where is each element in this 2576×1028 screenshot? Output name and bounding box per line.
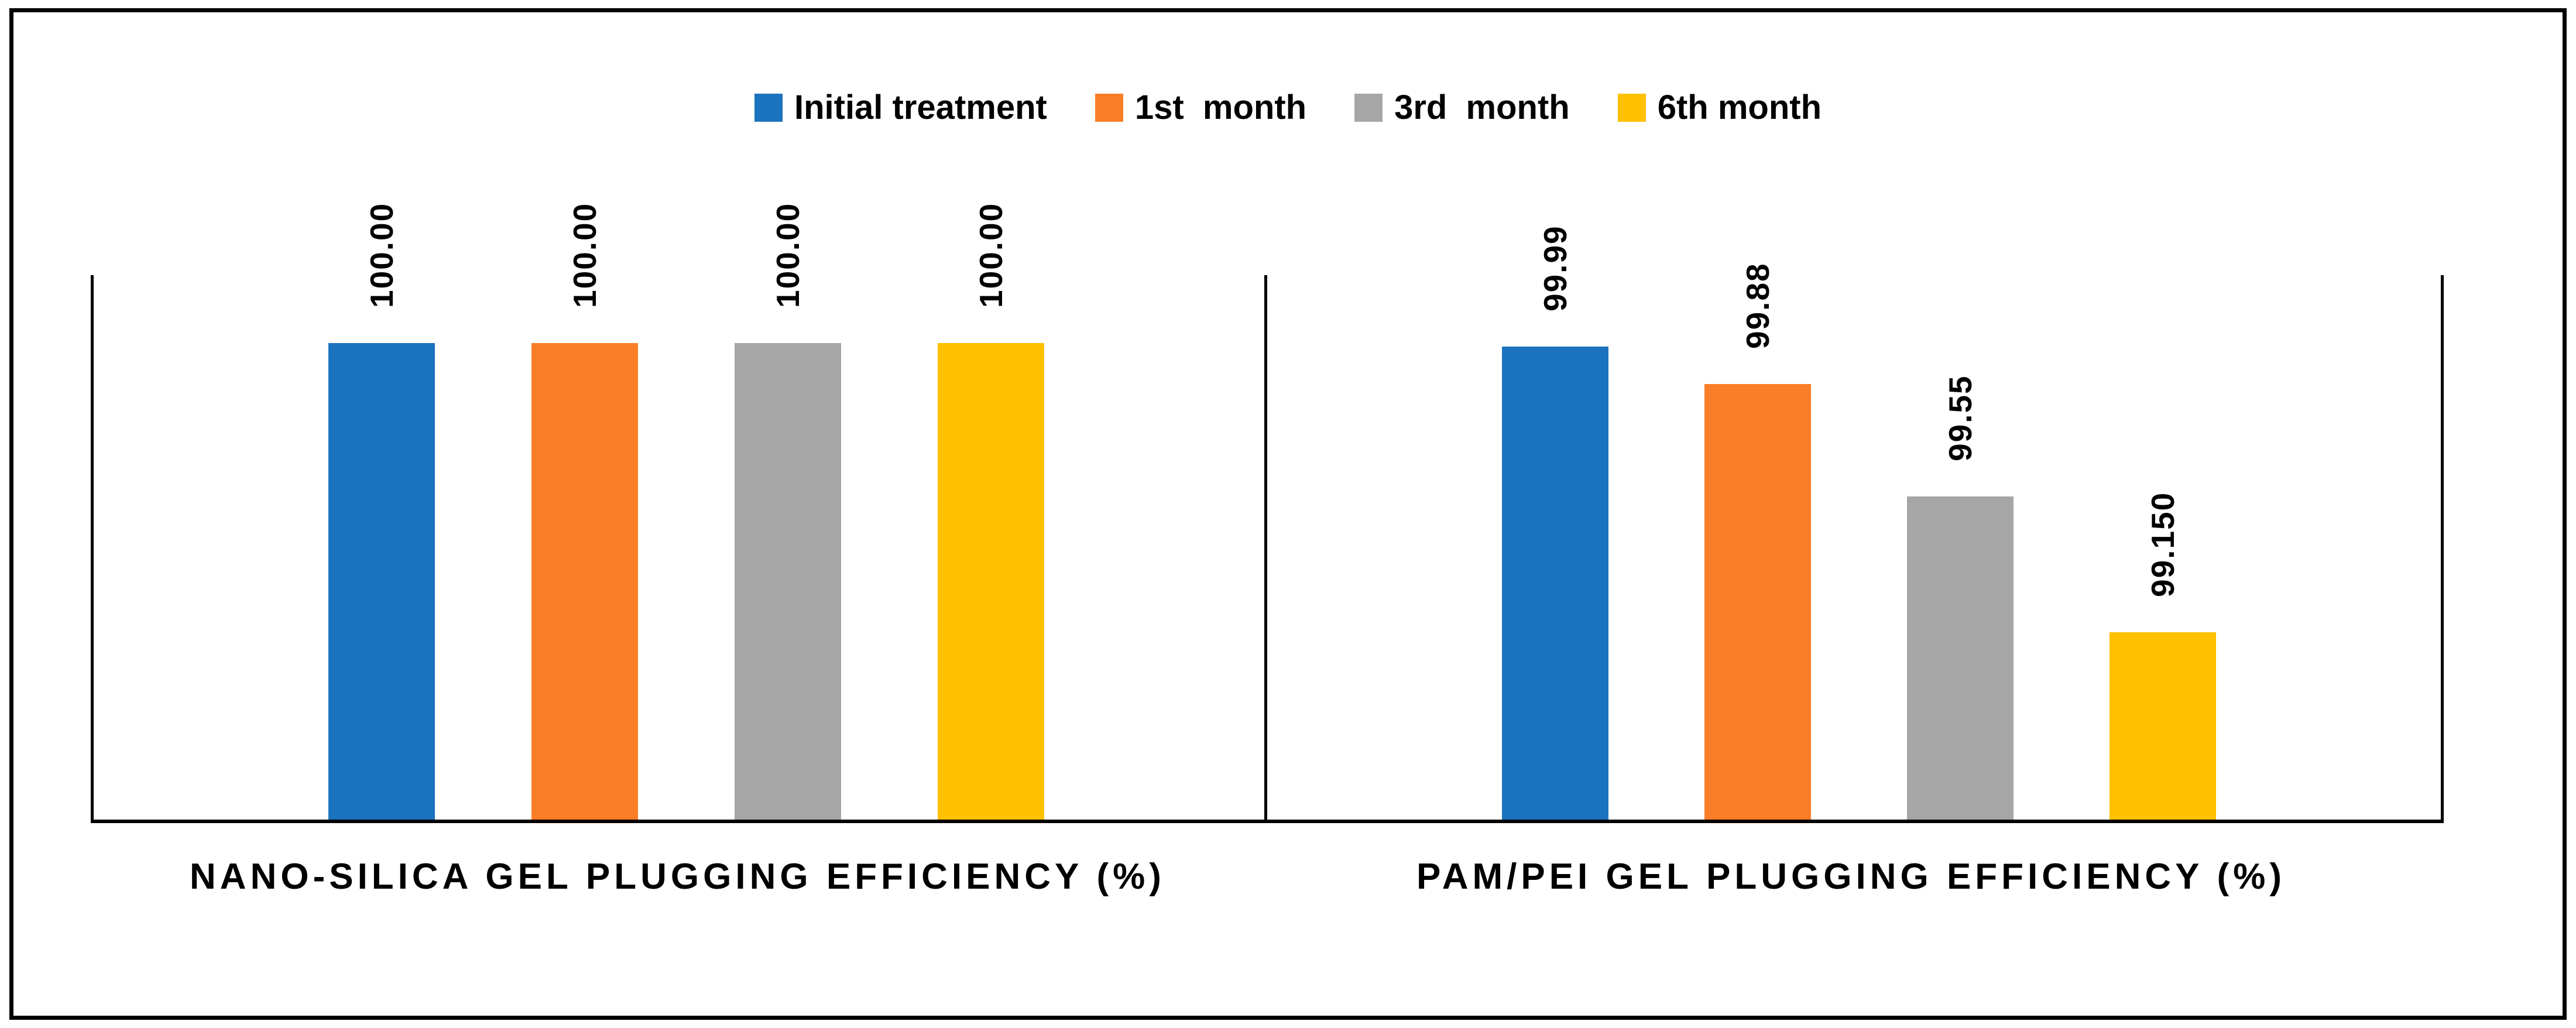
legend-item: 3rd month (1354, 90, 1570, 125)
bar (2109, 632, 2216, 820)
legend-label: 1st month (1134, 88, 1307, 126)
legend-label: Initial treatment (794, 88, 1047, 126)
bar (938, 343, 1044, 820)
figure-border (9, 8, 2567, 1020)
bar (1907, 496, 2014, 820)
category-label-nano-silica: NANO-SILICA GEL PLUGGING EFFICIENCY (%) (190, 856, 1165, 897)
bar (328, 343, 435, 820)
legend-swatch-icon (1617, 94, 1646, 122)
bar (531, 343, 638, 820)
legend-swatch-icon (1354, 94, 1383, 122)
legend-item: Initial treatment (754, 90, 1047, 125)
category-label-pam-pei: PAM/PEI GEL PLUGGING EFFICIENCY (%) (1416, 856, 2286, 897)
legend-label: 3rd month (1394, 88, 1570, 126)
legend-item: 6th month (1617, 88, 1822, 126)
legend-label: 6th month (1657, 88, 1822, 126)
data-label: 100.00 (567, 203, 603, 309)
bar (1502, 347, 1608, 820)
plot-area: 100.00 99.99 100.00 99.88 100.00 99.55 100.00 9… (91, 203, 2444, 823)
data-label: 99.55 (1942, 375, 1978, 461)
data-label: 100.00 (973, 203, 1009, 309)
legend-item: 1st month (1095, 90, 1306, 125)
data-label: 100.00 (363, 203, 400, 309)
legend-swatch-icon (754, 94, 783, 122)
chart-legend: Initial treatment 1st month 3rd month 6th m… (0, 87, 2576, 129)
panel-divider-line (1264, 275, 1267, 820)
data-label: 99.150 (2145, 492, 2181, 598)
bar (1704, 384, 1811, 820)
bar (735, 343, 841, 820)
category-axis: NANO-SILICA GEL PLUGGING EFFICIENCY (%) … (91, 856, 2438, 909)
data-label: 100.00 (770, 203, 806, 309)
data-label: 99.88 (1740, 262, 1776, 349)
data-label: 99.99 (1537, 225, 1573, 312)
legend-swatch-icon (1095, 94, 1123, 122)
